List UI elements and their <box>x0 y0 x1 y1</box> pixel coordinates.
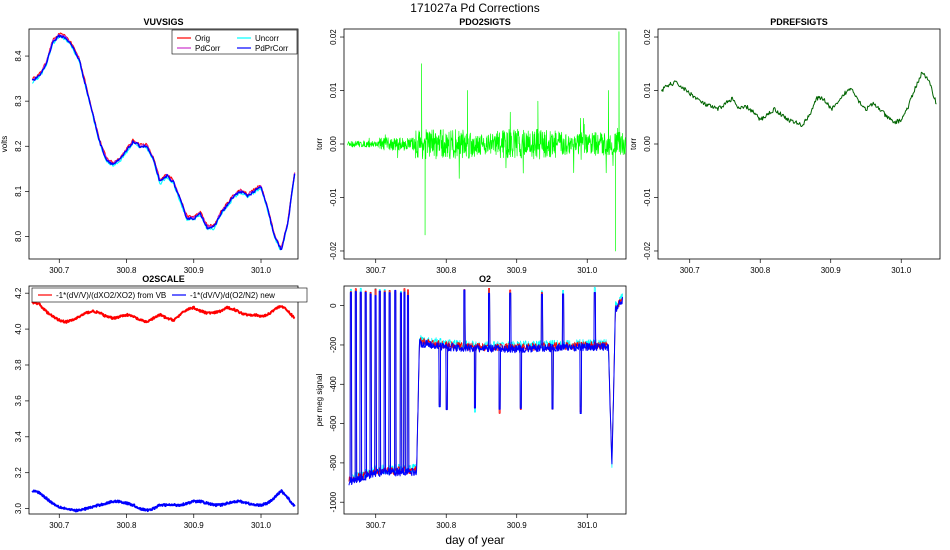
y-axis-label: torr <box>629 138 638 150</box>
panel-title: VUVSIGS <box>143 17 183 27</box>
y-tick-label: -0.02 <box>643 241 652 260</box>
y-tick-label: 0.00 <box>329 136 338 152</box>
y-tick-label: 3.6 <box>14 395 23 407</box>
x-tick-label: 300.8 <box>750 266 771 275</box>
x-tick-label: 300.7 <box>366 521 387 530</box>
y-tick-label: 8.2 <box>14 140 23 152</box>
y-tick-label: -400 <box>329 376 338 393</box>
y-tick-label: -0.01 <box>643 188 652 207</box>
x-tick-label: 300.9 <box>184 266 205 275</box>
legend-label: Orig <box>195 34 210 43</box>
panel-title: O2SCALE <box>142 274 185 284</box>
plot-frame <box>343 285 627 515</box>
x-tick-label: 301.0 <box>251 521 272 530</box>
y-axis-label: volts <box>0 136 9 152</box>
y-tick-label: 3.2 <box>14 467 23 479</box>
y-tick-label: 0.01 <box>329 82 338 98</box>
x-tick-label: 301.0 <box>577 266 598 275</box>
y-axis-label: per meg signal <box>315 374 324 427</box>
series-line-pdprcorr <box>31 34 296 251</box>
x-tick-label: 300.9 <box>507 266 528 275</box>
x-tick-label: 300.7 <box>49 521 70 530</box>
series-line-uncorr <box>31 35 296 251</box>
plot-area <box>348 287 623 486</box>
x-tick-label: 300.8 <box>116 521 137 530</box>
x-tick-label: 300.7 <box>366 266 387 275</box>
plot-frame <box>657 28 941 260</box>
series-line-orig <box>31 32 296 248</box>
plot-area <box>347 31 626 252</box>
x-tick-label: 300.9 <box>821 266 842 275</box>
y-tick-label: 3.0 <box>14 503 23 515</box>
y-tick-label: 0.02 <box>643 29 652 45</box>
legend-label: -1*(dV/V)/d(O2/N2) new <box>190 291 275 300</box>
y-tick-label: 0.00 <box>643 136 652 152</box>
x-tick-label: 300.8 <box>436 521 457 530</box>
y-tick-label: 8.1 <box>14 185 23 197</box>
y-tick-label: -0.02 <box>329 241 338 260</box>
y-tick-label: 0 <box>329 303 338 308</box>
series-line-pdprcorr <box>348 289 623 486</box>
y-tick-label: -800 <box>329 454 338 471</box>
y-tick-label: 8.4 <box>14 50 23 62</box>
y-axis-label: torr <box>315 138 324 150</box>
x-tick-label: 301.0 <box>891 266 912 275</box>
legend-label: PdCorr <box>195 44 221 53</box>
legend-box <box>171 29 298 55</box>
series-line-pdcorr <box>32 33 296 249</box>
plot-frame <box>28 28 299 260</box>
x-tick-label: 300.7 <box>680 266 701 275</box>
x-tick-label: 301.0 <box>251 266 272 275</box>
x-tick-label: 300.9 <box>184 521 205 530</box>
y-tick-label: -0.01 <box>329 188 338 207</box>
figure-title: 171027a Pd Corrections <box>410 1 539 15</box>
x-tick-label: 300.9 <box>507 521 528 530</box>
panel-pdrefsigts: PDREFSIGTS 300.7 300.8 300.9 301.0 -0.02 -0.01… <box>629 17 941 275</box>
plot-area <box>31 300 296 513</box>
panel-vuvsigs: VUVSIGS 300.7 300.8 300.9 301.0 8.0 8.1 8.2 8.3 8… <box>0 17 299 275</box>
y-tick-label: 0.02 <box>329 29 338 45</box>
y-tick-label: 3.4 <box>14 431 23 443</box>
series-line-pdref <box>661 71 937 127</box>
panel-title: PDREFSIGTS <box>770 17 828 27</box>
figure-xlabel: day of year <box>445 533 504 547</box>
legend-label: PdPrCorr <box>255 44 289 53</box>
y-tick-label: 4.0 <box>14 323 23 335</box>
y-tick-label: -600 <box>329 415 338 432</box>
panel-pdo2sigts: PDO2SIGTS 300.7 300.8 300.9 301.0 -0.02 -0.01 0… <box>315 17 627 275</box>
x-tick-label: 300.8 <box>436 266 457 275</box>
series-line-pdo2 <box>347 31 626 252</box>
y-tick-label: 8.3 <box>14 95 23 107</box>
y-tick-label: 4.2 <box>14 287 23 299</box>
plot-frame <box>28 285 299 515</box>
panel-o2scale: O2SCALE 300.7 300.8 300.9 301.0 3.0 3.2 3.4 3.6 3… <box>14 274 308 530</box>
x-tick-label: 301.0 <box>577 521 598 530</box>
series-line-from-vb <box>31 300 296 324</box>
panel-title: PDO2SIGTS <box>459 17 511 27</box>
series-line-new <box>31 489 296 513</box>
x-tick-label: 300.7 <box>49 266 70 275</box>
legend-label: -1*(dV/V)/(dXO2/XO2) from VB <box>56 291 166 300</box>
panel-title: O2 <box>479 274 491 284</box>
plot-area <box>661 71 937 127</box>
panel-o2: O2 300.7 300.8 300.9 301.0 -1000 -800 -600 -400 -… <box>315 274 627 530</box>
y-tick-label: 0.01 <box>643 82 652 98</box>
legend-label: Uncorr <box>255 34 279 43</box>
plot-area <box>31 32 296 251</box>
y-tick-label: 3.8 <box>14 359 23 371</box>
x-tick-label: 300.8 <box>116 266 137 275</box>
y-tick-label: 8.0 <box>14 230 23 242</box>
y-tick-label: -200 <box>329 336 338 353</box>
y-tick-label: -1000 <box>329 491 338 512</box>
legend-box <box>31 287 308 303</box>
